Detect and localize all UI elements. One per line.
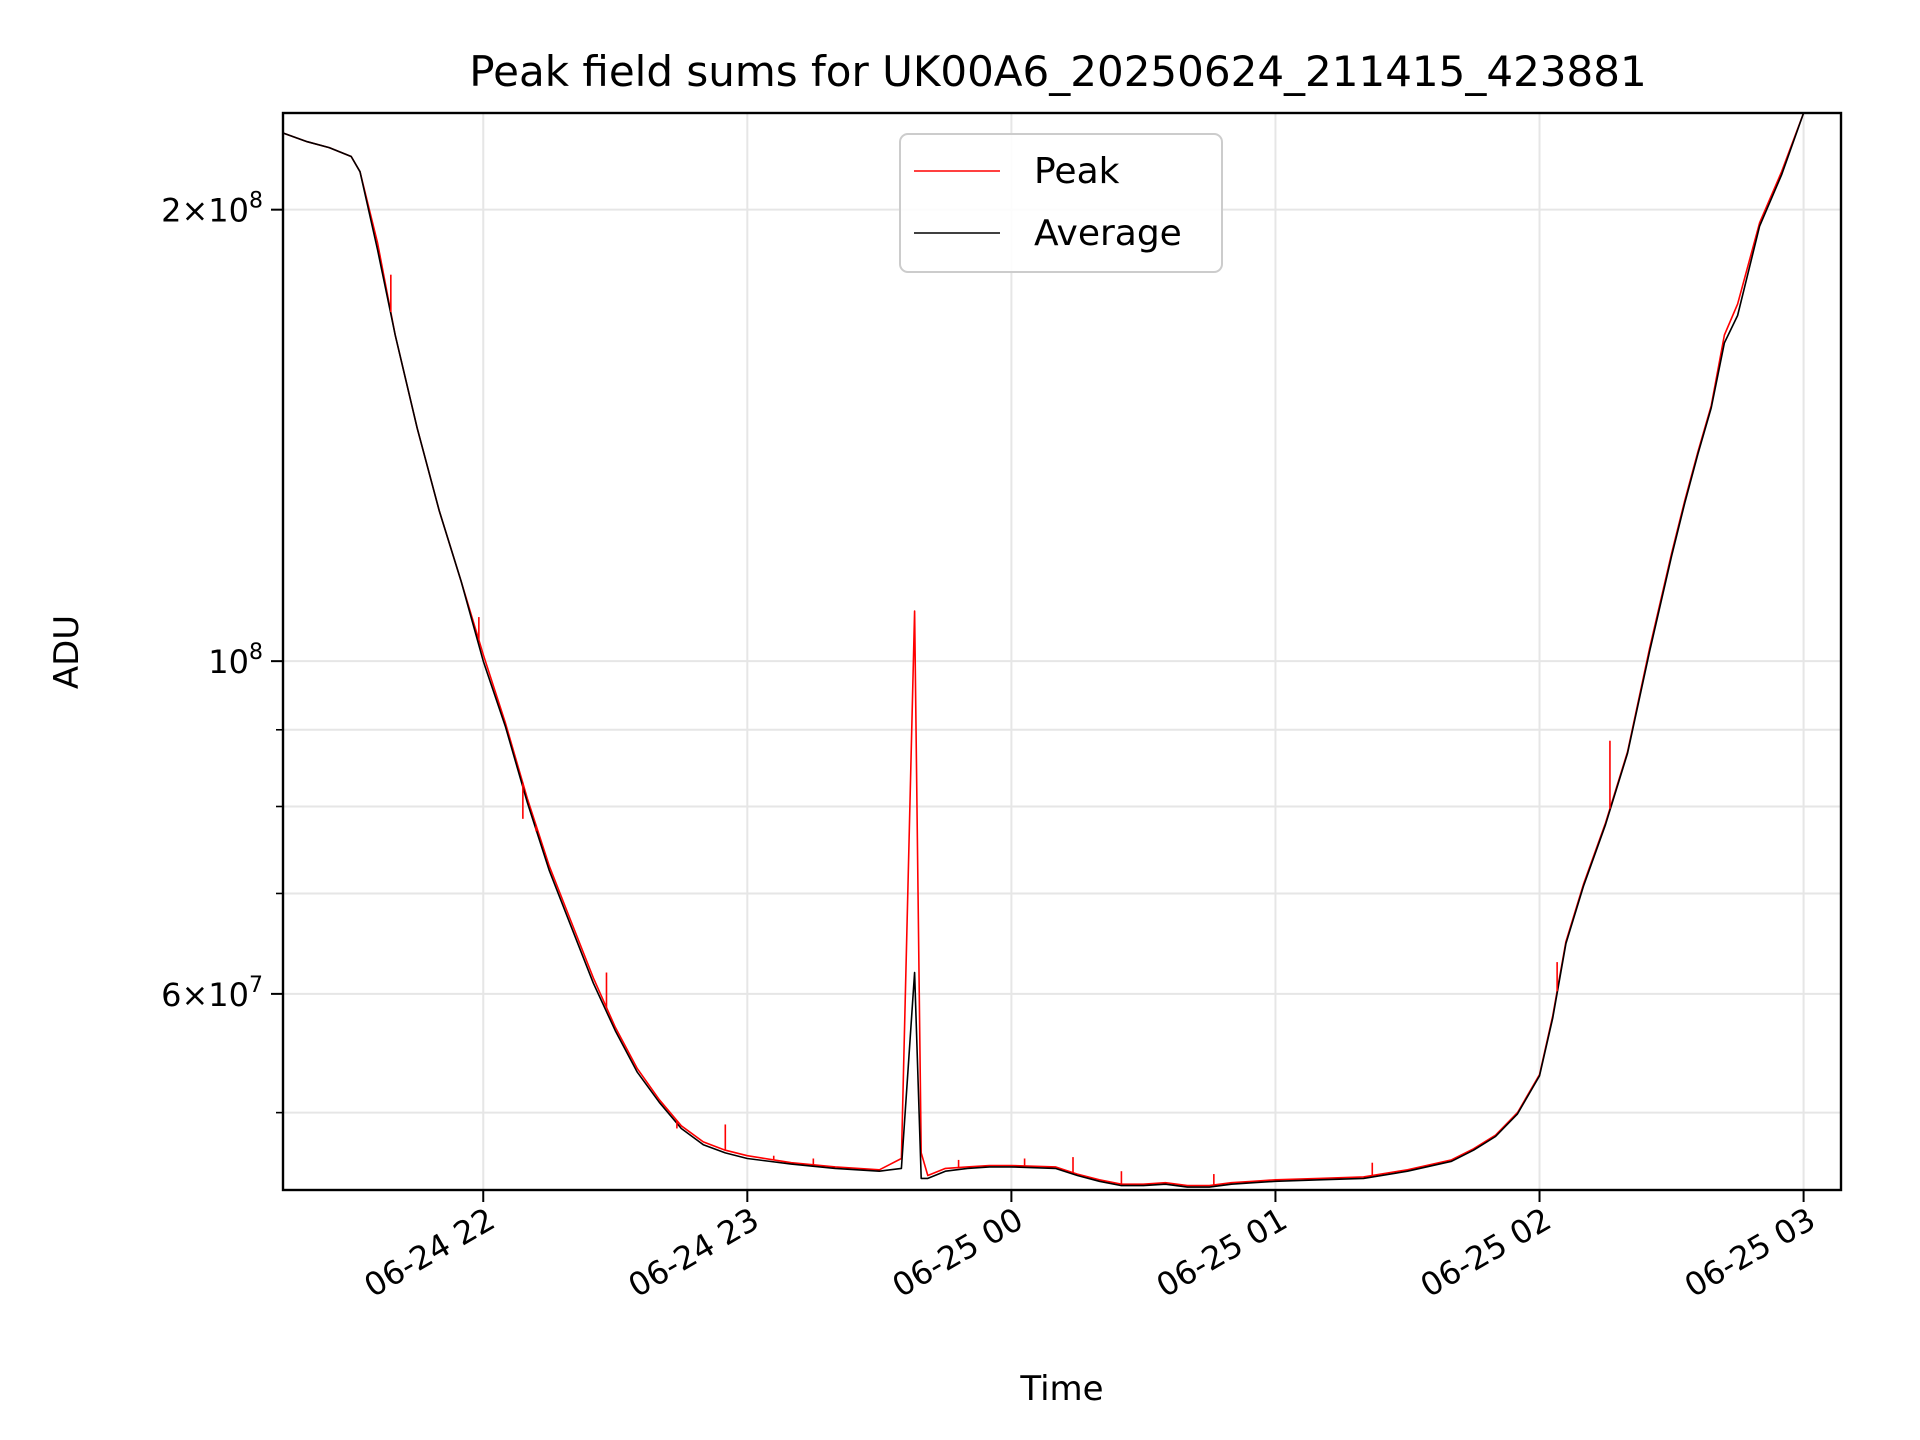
y-tick-exponent: 8: [249, 189, 263, 214]
y-tick-label: 2×108: [161, 189, 263, 230]
legend: Peak Average: [899, 133, 1223, 273]
y-tick-base: 6×10: [161, 976, 249, 1014]
y-tick-base: 10: [208, 643, 249, 681]
grid-layer: [283, 113, 1841, 1190]
plot-frame: [281, 111, 1843, 1192]
chart-title: Peak field sums for UK00A6_20250624_2114…: [469, 47, 1646, 96]
series-line-average: [282, 112, 1841, 1188]
y-tick-label: 6×107: [161, 973, 263, 1014]
y-tick-exponent: 7: [249, 973, 263, 998]
y-tick-label: 108: [208, 640, 263, 681]
y-tick-exponent: 8: [249, 640, 263, 665]
series-layer: [282, 112, 1841, 1188]
legend-label-peak: Peak: [1034, 151, 1120, 192]
y-tick-base: 2×10: [161, 192, 249, 230]
x-axis-title: Time: [1019, 1369, 1103, 1409]
y-axis-title: ADU: [47, 615, 87, 689]
legend-box: [899, 133, 1223, 273]
legend-label-average: Average: [1034, 213, 1182, 254]
